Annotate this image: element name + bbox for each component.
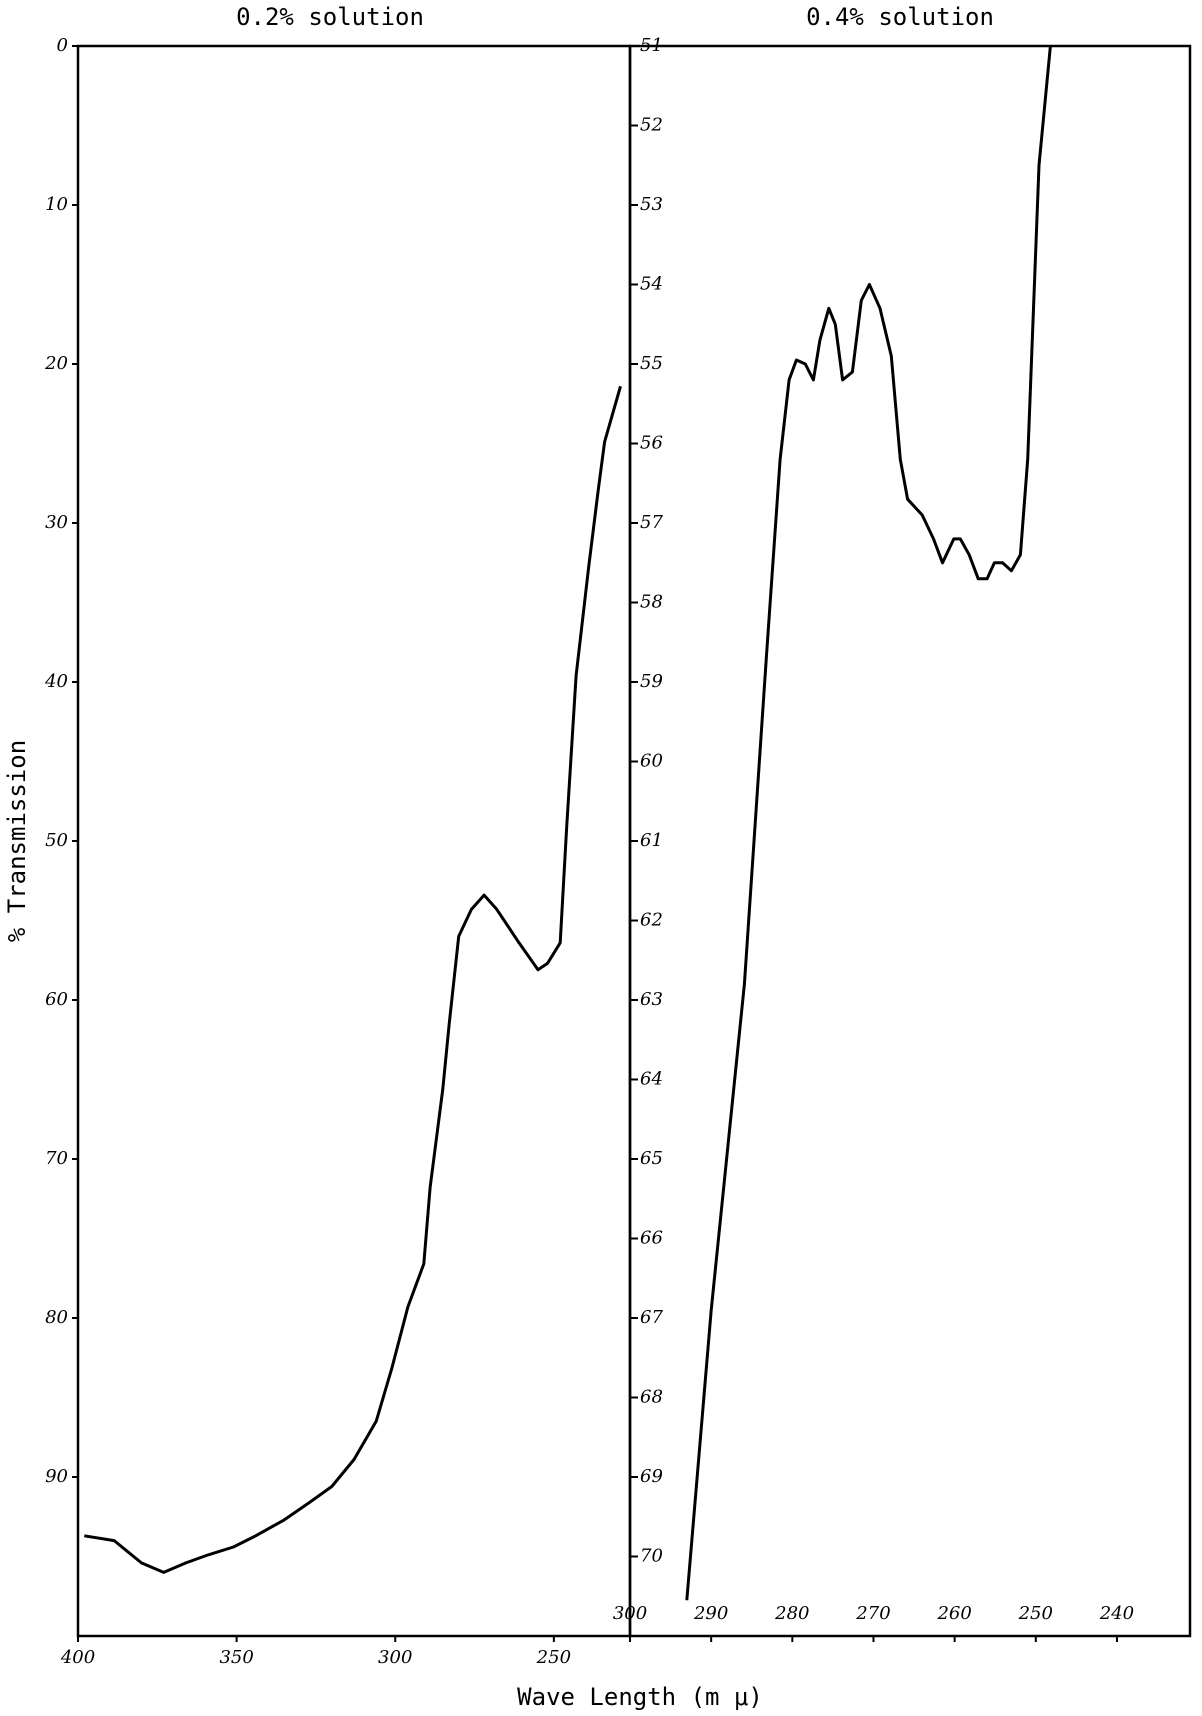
y-tick-label: 69 (640, 1466, 663, 1487)
y-tick-label: 80 (45, 1307, 68, 1328)
x-tick-label: 240 (1099, 1603, 1134, 1624)
y-tick-label: 30 (45, 512, 68, 533)
x-tick-label: 250 (1018, 1603, 1053, 1624)
x-tick-label: 400 (60, 1647, 95, 1668)
y-tick-label: 57 (640, 512, 663, 533)
y-tick-label: 90 (45, 1466, 68, 1487)
plot-frame (76, 44, 632, 1638)
y-tick-label: 70 (45, 1148, 68, 1169)
x-axis-label: Wave Length (m μ) (517, 1683, 763, 1711)
y-tick-label: 53 (640, 194, 663, 215)
plot-frame (628, 44, 1192, 1638)
x-tick-label: 260 (936, 1603, 971, 1624)
y-tick-label: 20 (44, 353, 68, 374)
y-tick-label: 56 (640, 433, 663, 454)
y-tick-label: 70 (640, 1546, 663, 1567)
y-tick-label: 52 (640, 115, 663, 136)
y-tick-label: 50 (45, 830, 68, 851)
x-tick-label: 250 (536, 1647, 571, 1668)
chart-title: 0.2% solution (236, 3, 424, 31)
x-tick-label: 270 (855, 1603, 890, 1624)
x-tick-label: 300 (378, 1647, 412, 1668)
y-tick-label: 61 (640, 830, 663, 851)
y-tick-label: 10 (45, 194, 68, 215)
x-tick-label: 350 (219, 1647, 253, 1668)
y-tick-label: 59 (640, 671, 663, 692)
data-line (685, 45, 1052, 1601)
y-tick-label: 60 (45, 989, 68, 1010)
y-tick-label: 0 (57, 35, 68, 56)
x-tick-label: 280 (774, 1603, 809, 1624)
y-tick-label: 62 (640, 910, 663, 931)
y-tick-label: 60 (640, 751, 663, 772)
x-tick-label: 300 (613, 1603, 647, 1624)
y-tick-label: 58 (640, 592, 663, 613)
y-tick-label: 55 (640, 353, 663, 374)
y-tick-label: 63 (640, 989, 663, 1010)
y-tick-label: 66 (640, 1228, 663, 1249)
data-line (84, 385, 622, 1574)
y-tick-label: 65 (640, 1148, 663, 1169)
y-tick-label: 54 (640, 274, 663, 295)
y-tick-label: 40 (44, 671, 68, 692)
chart-title: 0.4% solution (806, 3, 994, 31)
y-axis-label: % Transmission (3, 740, 31, 942)
x-tick-label: 290 (693, 1603, 728, 1624)
y-tick-label: 64 (640, 1069, 663, 1090)
y-tick-label: 68 (640, 1387, 663, 1408)
y-tick-label: 67 (640, 1307, 663, 1328)
y-tick-label: 51 (640, 35, 663, 56)
